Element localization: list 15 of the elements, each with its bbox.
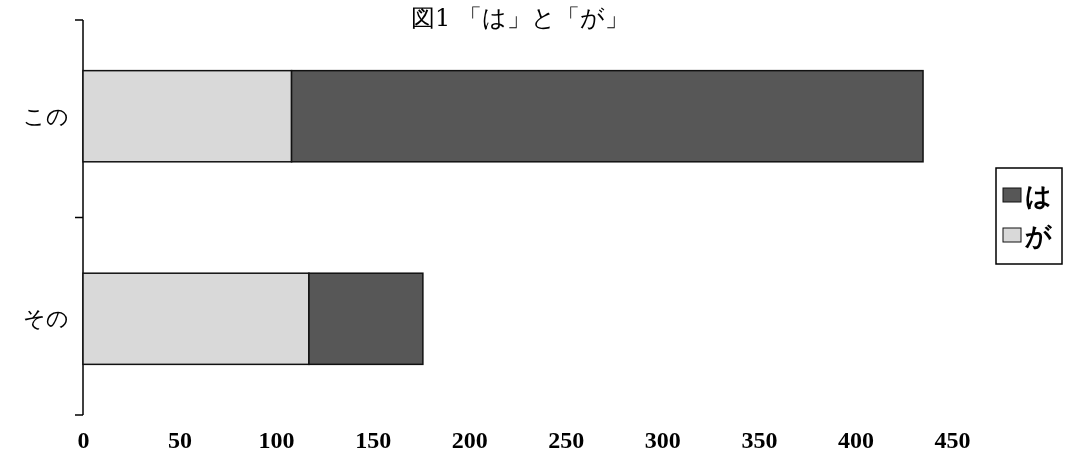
legend-label: が [1025,221,1053,252]
x-tick-label: 0 [77,426,90,453]
x-tick-label: 400 [837,426,874,453]
y-tick-label: その [23,306,69,332]
chart-title: 図1 「は」と「が」 [411,4,629,32]
x-tick-label: 50 [168,426,193,453]
x-tick-label: 250 [548,426,585,453]
x-tick-label: 350 [741,426,778,453]
legend-label: は [1025,181,1052,212]
x-tick-label: 200 [451,426,488,453]
y-tick-label: この [23,103,69,129]
x-tick-label: 100 [258,426,295,453]
x-tick-label: 450 [934,426,971,453]
x-tick-label: 300 [644,426,681,453]
x-tick-label: 150 [355,426,392,453]
